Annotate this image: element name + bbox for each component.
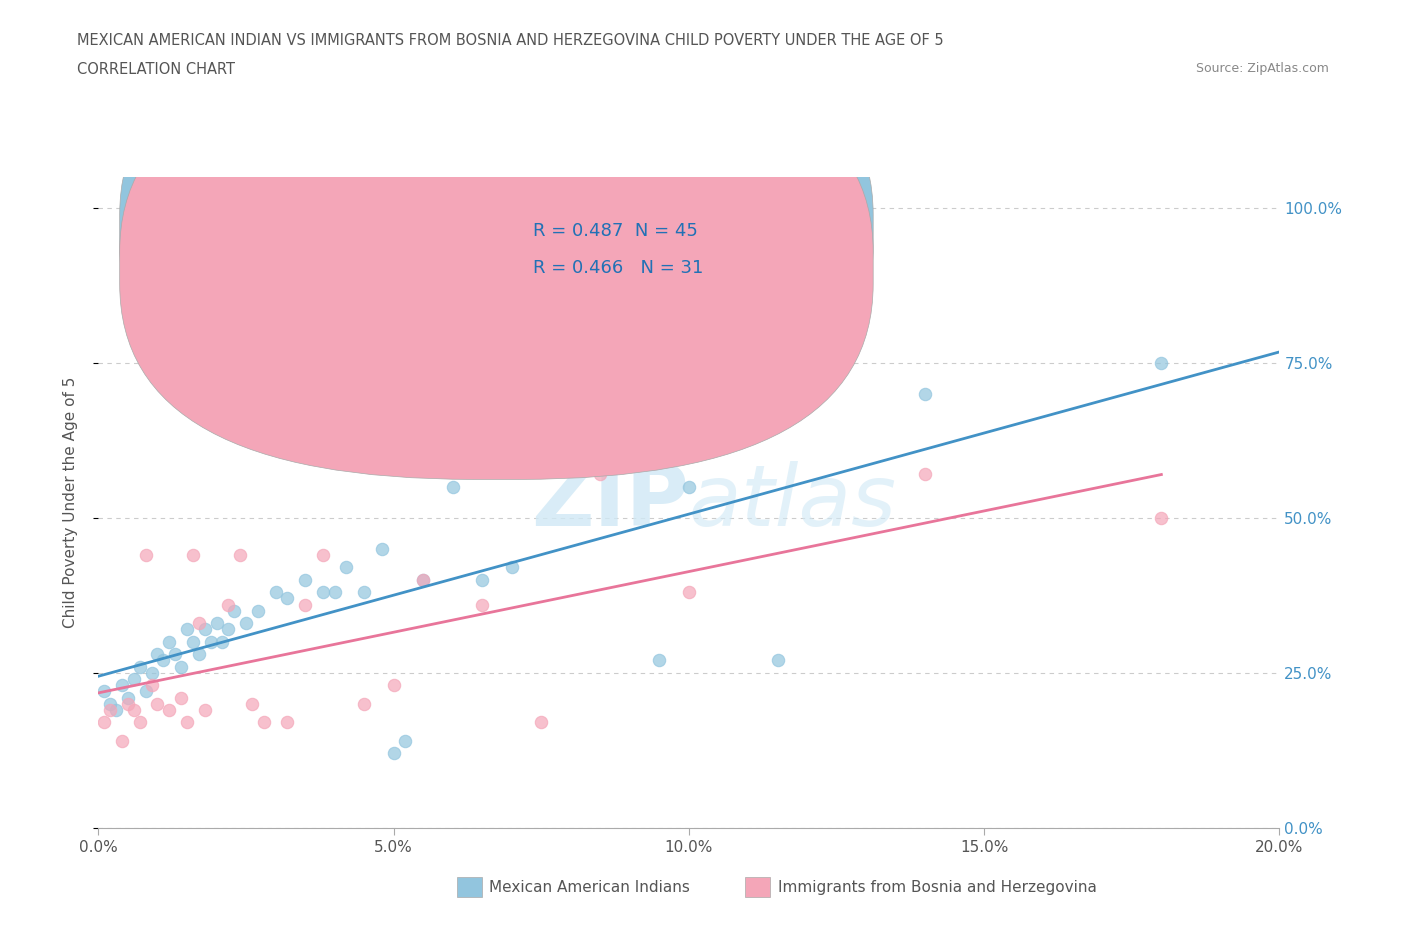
Point (117, 690, 139, 705)
Point (111, 678, 134, 693)
Point (93, 684, 115, 698)
Point (678, 585, 700, 600)
Point (1150, 511, 1173, 525)
Point (122, 702, 145, 717)
Point (371, 541, 394, 556)
Point (135, 684, 157, 698)
Text: atlas: atlas (689, 460, 897, 544)
Point (1150, 355, 1173, 370)
Point (678, 479, 700, 494)
Point (412, 572, 434, 587)
Point (170, 690, 193, 705)
Point (471, 597, 494, 612)
Point (98, 702, 121, 717)
Point (914, 386, 936, 401)
Point (194, 702, 217, 717)
Point (165, 646, 187, 661)
Point (264, 585, 287, 600)
Point (141, 665, 163, 680)
Text: R = 0.487  N = 45: R = 0.487 N = 45 (533, 221, 697, 240)
Point (187, 616, 209, 631)
Point (176, 622, 198, 637)
Point (294, 597, 316, 612)
Point (157, 702, 180, 717)
Y-axis label: Child Poverty Under the Age of 5: Child Poverty Under the Age of 5 (63, 377, 77, 628)
Point (224, 604, 246, 618)
Text: ZIP: ZIP (531, 460, 689, 544)
Point (353, 585, 375, 600)
Point (312, 548, 335, 563)
Text: Mexican American Indians: Mexican American Indians (489, 880, 690, 895)
Point (530, 715, 553, 730)
Point (111, 734, 134, 749)
Point (146, 646, 169, 661)
Point (146, 697, 169, 711)
FancyBboxPatch shape (120, 20, 873, 443)
Point (217, 622, 239, 637)
Point (187, 646, 209, 661)
Point (176, 715, 198, 730)
Point (117, 697, 139, 711)
Point (98, 697, 121, 711)
Point (105, 702, 128, 717)
Point (135, 548, 157, 563)
Point (157, 634, 180, 649)
Text: R = 0.466   N = 31: R = 0.466 N = 31 (533, 259, 703, 277)
Point (205, 616, 228, 631)
Point (235, 616, 257, 631)
Point (200, 634, 222, 649)
Point (382, 746, 405, 761)
Point (152, 653, 174, 668)
Text: CORRELATION CHART: CORRELATION CHART (77, 62, 235, 77)
FancyBboxPatch shape (453, 203, 807, 294)
Point (217, 597, 239, 612)
Point (312, 585, 335, 600)
Point (471, 572, 494, 587)
Point (181, 548, 204, 563)
Point (589, 467, 612, 482)
Point (181, 634, 204, 649)
FancyBboxPatch shape (120, 57, 873, 480)
Point (394, 734, 416, 749)
Point (412, 572, 434, 587)
Point (240, 697, 263, 711)
Point (128, 659, 150, 674)
Point (353, 697, 375, 711)
Point (253, 715, 276, 730)
Point (501, 560, 523, 575)
Point (323, 585, 346, 600)
Point (93, 715, 115, 730)
Point (276, 715, 298, 730)
Point (335, 560, 357, 575)
Point (276, 591, 298, 605)
Point (128, 715, 150, 730)
Text: Source: ZipAtlas.com: Source: ZipAtlas.com (1195, 62, 1329, 75)
Point (382, 678, 405, 693)
Point (648, 653, 671, 668)
Point (194, 622, 217, 637)
Point (229, 548, 252, 563)
Point (914, 467, 936, 482)
Point (294, 572, 316, 587)
Point (211, 634, 233, 649)
Point (246, 604, 269, 618)
Text: Immigrants from Bosnia and Herzegovina: Immigrants from Bosnia and Herzegovina (778, 880, 1097, 895)
Point (122, 671, 145, 686)
Point (170, 659, 193, 674)
Point (141, 678, 163, 693)
Text: MEXICAN AMERICAN INDIAN VS IMMIGRANTS FROM BOSNIA AND HERZEGOVINA CHILD POVERTY : MEXICAN AMERICAN INDIAN VS IMMIGRANTS FR… (77, 33, 943, 47)
Point (441, 479, 464, 494)
Point (766, 653, 789, 668)
Point (560, 325, 582, 339)
